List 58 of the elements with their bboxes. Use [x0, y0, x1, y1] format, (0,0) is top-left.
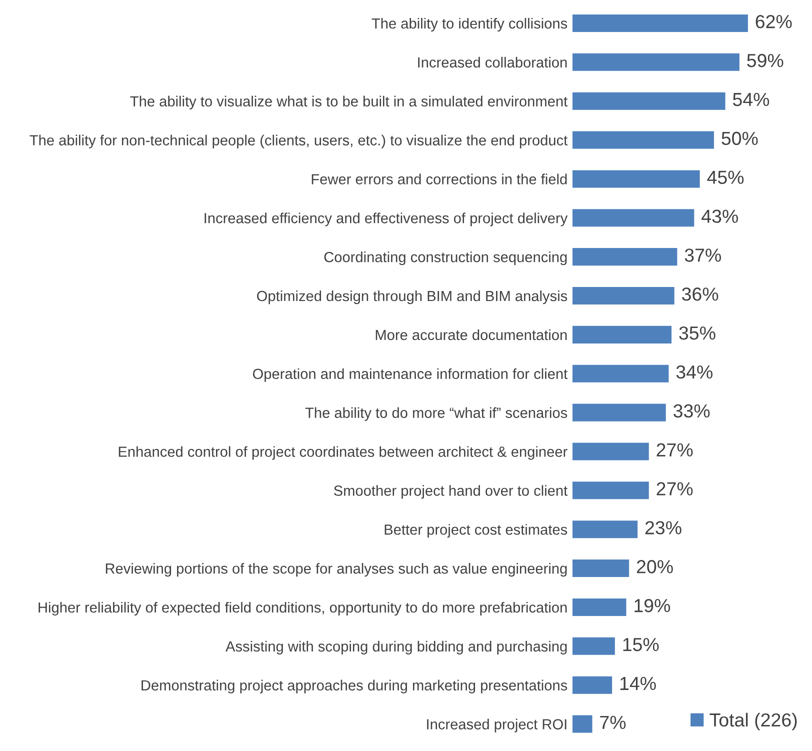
data-label: 62% — [756, 14, 792, 28]
bar — [572, 676, 612, 694]
y-tick-label: Increased efficiency and effectiveness of project delivery — [204, 212, 568, 226]
bar — [572, 326, 672, 344]
data-label: 27% — [656, 443, 693, 456]
data-label: 33% — [674, 404, 710, 418]
y-tick-label: Better project cost estimates — [384, 524, 568, 538]
bar — [572, 14, 748, 32]
y-tick-label: Fewer errors and corrections in the field — [312, 174, 567, 184]
data-label: 15% — [623, 638, 659, 652]
data-label: 37% — [684, 248, 721, 262]
y-tick-label: Increased project ROI — [427, 718, 566, 732]
y-tick-label: The ability to visualize what is to be built in a simulated environment — [130, 96, 568, 110]
data-label: 27% — [656, 482, 693, 496]
bar — [572, 560, 630, 578]
y-tick-label: Increased collaboration — [418, 56, 567, 68]
bar — [572, 520, 638, 538]
data-label: 14% — [620, 676, 656, 690]
y-tick-label: Operation and maintenance information for client — [252, 368, 568, 382]
data-label: 59% — [747, 54, 784, 68]
bar — [572, 209, 694, 227]
bar — [572, 715, 592, 733]
y-tick-label: Optimized design through BIM and BIM analysis — [257, 290, 568, 304]
y-tick-label: The ability to identify collisions — [372, 18, 568, 32]
bar — [572, 92, 726, 110]
y-tick-label: Assisting with scoping during bidding and purchasing — [226, 640, 567, 654]
data-label: 7% — [600, 716, 626, 729]
legend-label: Total (226) — [710, 712, 797, 730]
data-label: 20% — [636, 560, 673, 574]
bar — [572, 442, 649, 460]
y-tick-label: Enhanced control of project coordinates between architect & engineer — [118, 446, 568, 460]
y-tick-label: Reviewing portions of the scope for analyses such as value engineering — [106, 563, 567, 577]
bar — [572, 404, 666, 422]
data-label: 54% — [732, 92, 770, 106]
bar — [572, 53, 740, 71]
data-label: 34% — [676, 365, 712, 379]
y-tick-label: The ability to do more “what if” scenarios — [305, 407, 568, 421]
data-label: 35% — [679, 326, 716, 340]
bar — [572, 482, 649, 500]
data-label: 36% — [682, 288, 718, 301]
bar — [572, 248, 678, 266]
y-tick-label: Coordinating construction sequencing — [324, 252, 567, 266]
data-label: 43% — [702, 210, 738, 223]
y-tick-label: Higher reliability of expected field conditions, opportunity to do more prefabrication — [38, 602, 567, 616]
bar — [572, 286, 674, 305]
bar — [572, 170, 700, 188]
y-tick-label: Demonstrating project approaches during marketing presentations — [142, 680, 568, 694]
y-tick-label: Smoother project hand over to client — [334, 485, 568, 499]
bar — [572, 637, 615, 655]
bar — [572, 364, 669, 382]
bar — [572, 598, 626, 616]
y-tick-label: The ability for non-technical people (clients, users, etc.) to visualize the end product — [30, 134, 568, 148]
data-label: 23% — [645, 521, 682, 534]
data-label: 45% — [707, 170, 744, 184]
y-tick-label: More accurate documentation — [376, 329, 567, 340]
bar — [572, 131, 714, 149]
data-label: 19% — [634, 598, 670, 612]
data-label: 50% — [722, 132, 758, 146]
